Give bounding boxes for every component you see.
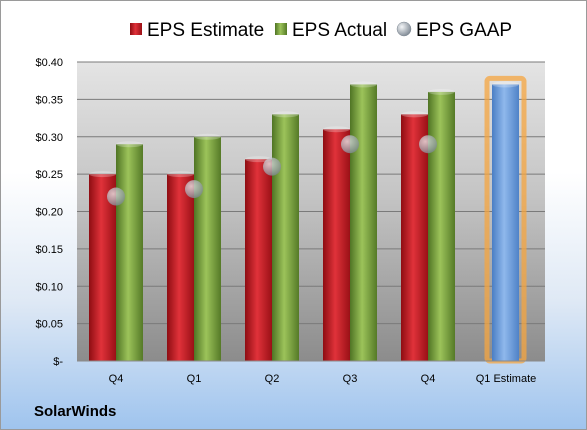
- bar-eps-actual: [428, 91, 455, 362]
- marker-eps-gaap: [185, 180, 203, 199]
- y-tick-label: $0.20: [35, 207, 63, 219]
- marker-eps-gaap: [107, 187, 125, 206]
- x-tick-label: Q4: [421, 373, 436, 385]
- x-axis-ticks: Q4 Q1 Q2 Q3 Q4 Q1 Estimate: [109, 373, 537, 385]
- bar-eps-estimate-cap: [401, 111, 428, 118]
- bar-eps-estimate: [401, 114, 428, 361]
- bar-eps-actual-cap: [428, 88, 455, 95]
- bar-eps-estimate-cap: [167, 171, 194, 178]
- company-label: SolarWinds: [34, 403, 117, 420]
- gaap-markers: [107, 135, 437, 206]
- bar-eps-estimate-cap: [89, 171, 116, 178]
- legend: EPS Estimate EPS Actual EPS GAAP: [130, 20, 512, 41]
- legend-label-estimate: EPS Estimate: [147, 20, 264, 41]
- marker-eps-gaap: [341, 135, 359, 154]
- legend-label-actual: EPS Actual: [292, 20, 387, 41]
- gridlines: [77, 61, 545, 325]
- y-tick-label: $0.40: [35, 57, 63, 69]
- marker-eps-gaap: [263, 157, 281, 176]
- x-tick-label: Q3: [343, 373, 358, 385]
- y-tick-label: $0.05: [35, 319, 63, 331]
- bar-eps-actual-cap: [194, 133, 221, 140]
- bar-eps-actual-cap: [116, 141, 143, 148]
- bar-eps-estimate-cap: [245, 156, 272, 163]
- y-tick-label: $-: [53, 356, 63, 368]
- y-tick-label: $0.30: [35, 132, 63, 144]
- bars: [89, 75, 527, 364]
- legend-swatch-actual: [275, 23, 287, 35]
- y-tick-label: $0.35: [35, 94, 63, 106]
- bar-eps-actual: [116, 144, 143, 361]
- bar-eps-estimate: [245, 159, 272, 361]
- bar-eps-actual-cap: [350, 81, 377, 88]
- x-tick-label: Q1: [187, 373, 202, 385]
- y-tick-label: $0.15: [35, 244, 63, 256]
- bar-eps-estimate: [89, 174, 116, 361]
- bar-eps-actual-cap: [272, 111, 299, 118]
- bar-eps-estimate: [167, 174, 194, 361]
- x-tick-label: Q2: [265, 373, 280, 385]
- y-tick-label: $0.25: [35, 169, 63, 181]
- legend-item-eps-actual: EPS Actual: [275, 20, 387, 41]
- x-tick-label: Q4: [109, 373, 124, 385]
- bar-eps-actual: [350, 84, 377, 362]
- legend-swatch-estimate: [130, 23, 142, 35]
- y-tick-label: $0.10: [35, 281, 63, 293]
- legend-swatch-gaap: [396, 21, 412, 37]
- marker-eps-gaap: [419, 135, 437, 154]
- bar-next-estimate-cap: [492, 81, 519, 88]
- legend-label-gaap: EPS GAAP: [416, 20, 512, 41]
- y-axis-ticks: $- $0.05 $0.10 $0.15 $0.20 $0.25 $0.30 $0.35 $0.…: [35, 57, 63, 368]
- x-tick-label: Q1 Estimate: [476, 373, 537, 385]
- legend-item-eps-gaap: EPS GAAP: [396, 20, 512, 41]
- bar-next-estimate: [492, 84, 519, 362]
- bar-eps-actual: [194, 136, 221, 361]
- legend-item-eps-estimate: EPS Estimate: [130, 20, 264, 41]
- bar-eps-actual: [272, 114, 299, 361]
- bar-eps-estimate-cap: [323, 126, 350, 133]
- bar-eps-estimate: [323, 129, 350, 361]
